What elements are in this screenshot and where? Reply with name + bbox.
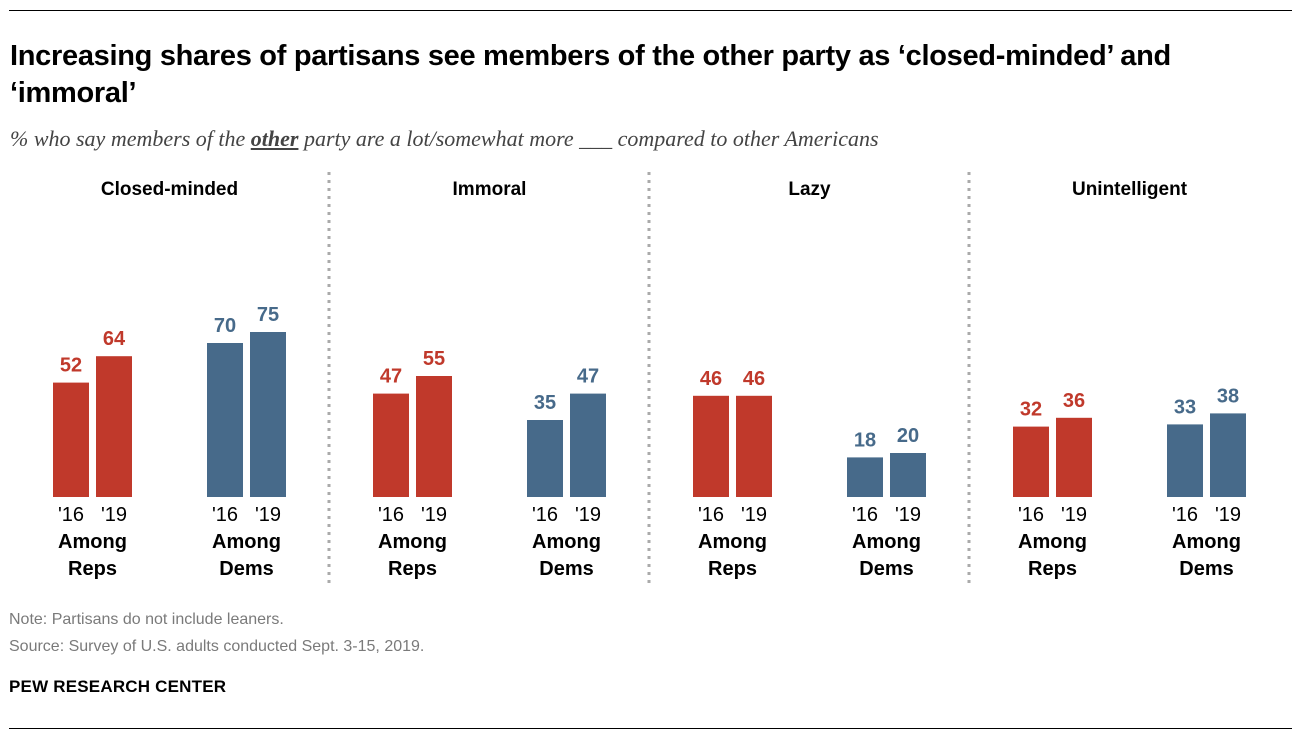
group-label-line1: Among [378,531,447,553]
subtitle-text-before: % who say members of the [10,126,251,151]
bar-chart: Closed-minded 52 '16 64 '19 Among Reps 70 '16 75 '… [53,172,1246,587]
group-label-line2: Dems [859,558,913,580]
data-label: 38 [1217,385,1239,407]
bar-reps [373,393,409,497]
data-label: 46 [743,368,765,390]
bar-reps [1013,426,1049,497]
group-label-line1: Among [58,531,127,553]
year-tick-label: '19 [1215,504,1241,526]
panel-title: Unintelligent [1072,179,1188,200]
year-tick-label: '16 [1018,504,1044,526]
bar-reps [736,395,772,497]
bar-dems [570,393,606,497]
bottom-rule [9,728,1292,729]
data-label: 75 [257,304,279,326]
bar-dems [1210,413,1246,497]
bar-dems [890,453,926,497]
group-label-line2: Dems [219,558,273,580]
year-tick-label: '19 [895,504,921,526]
data-label: 47 [577,366,599,388]
year-tick-label: '16 [532,504,558,526]
year-tick-label: '16 [852,504,878,526]
bar-reps [96,356,132,497]
year-tick-label: '19 [575,504,601,526]
data-label: 55 [423,348,445,370]
year-tick-label: '19 [255,504,281,526]
bar-dems [527,420,563,497]
panel-title: Closed-minded [101,179,238,200]
bar-dems [207,343,243,497]
year-tick-label: '16 [698,504,724,526]
group-label-line1: Among [698,531,767,553]
data-label: 70 [214,315,236,337]
data-label: 64 [103,328,126,350]
group-label-line1: Among [1172,531,1241,553]
data-label: 32 [1020,399,1042,421]
chart-subtitle: % who say members of the other party are… [10,126,1290,152]
data-label: 35 [534,392,556,414]
note-text: Note: Partisans do not include leaners. [9,611,284,628]
data-label: 18 [854,429,876,451]
bar-dems [1167,424,1203,497]
group-label-line2: Dems [539,558,593,580]
source-text: Source: Survey of U.S. adults conducted … [9,638,425,655]
year-tick-label: '16 [378,504,404,526]
year-tick-label: '19 [101,504,127,526]
group-label-line2: Reps [68,558,117,580]
year-tick-label: '16 [1172,504,1198,526]
data-label: 36 [1063,390,1085,412]
panel-title: Lazy [788,179,831,200]
subtitle-text-after: party are a lot/somewhat more ___ compar… [298,126,879,151]
group-label-line2: Dems [1179,558,1233,580]
bar-reps [416,376,452,497]
data-label: 47 [380,366,402,388]
bar-reps [53,382,89,497]
top-rule [9,10,1292,11]
subtitle-emphasis: other [250,126,299,151]
group-label-line1: Among [852,531,921,553]
data-label: 52 [60,355,82,377]
data-label: 20 [897,425,919,447]
year-tick-label: '19 [741,504,767,526]
group-label-line2: Reps [1028,558,1077,580]
pew-logo-text: PEW RESEARCH CENTER [9,677,227,696]
data-label: 46 [700,368,722,390]
year-tick-label: '16 [58,504,84,526]
group-label-line1: Among [1018,531,1087,553]
group-label-line2: Reps [708,558,757,580]
data-label: 33 [1174,396,1196,418]
year-tick-label: '19 [1061,504,1087,526]
bar-reps [1056,417,1092,497]
bar-reps [693,395,729,497]
group-label-line1: Among [212,531,281,553]
bar-dems [250,332,286,497]
group-label-line2: Reps [388,558,437,580]
bar-dems [847,457,883,497]
panel-title: Immoral [453,179,527,200]
group-label-line1: Among [532,531,601,553]
year-tick-label: '16 [212,504,238,526]
chart-title: Increasing shares of partisans see membe… [10,40,1171,109]
year-tick-label: '19 [421,504,447,526]
